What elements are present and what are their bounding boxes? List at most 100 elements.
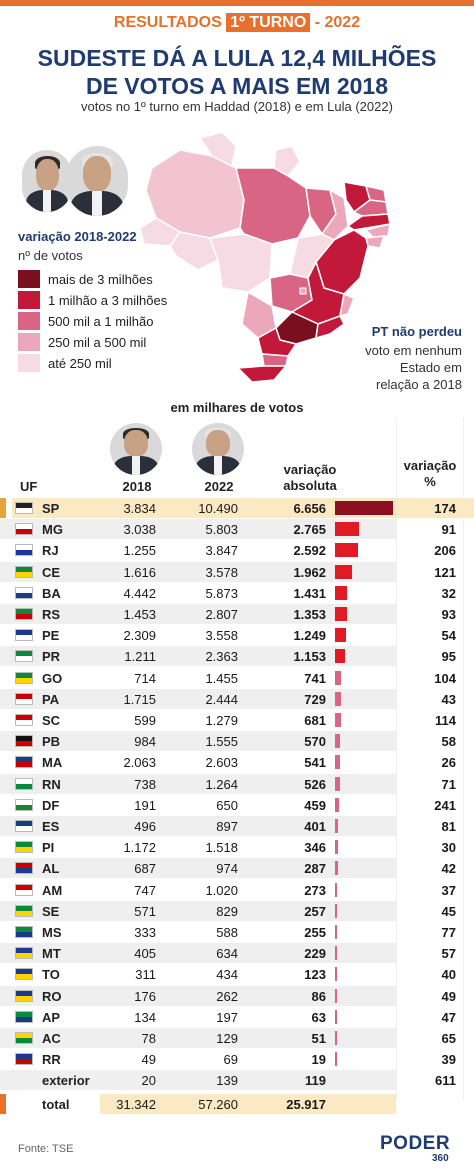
value-pct: 47 xyxy=(441,1010,456,1025)
am-flag xyxy=(15,884,33,896)
value-pct: 95 xyxy=(441,649,456,664)
uf-label: PE xyxy=(42,628,60,643)
table-row: PI 1.172 1.518 346 30 xyxy=(12,837,474,857)
ac-flag xyxy=(15,1032,33,1044)
value-pct: 26 xyxy=(441,755,456,770)
haddad-photo xyxy=(22,150,72,212)
ce-flag xyxy=(15,566,33,578)
value-abs: 257 xyxy=(304,904,326,919)
haddad-photo-small xyxy=(110,423,162,475)
uf-label: ES xyxy=(42,819,60,834)
col-head-uf: UF xyxy=(20,479,38,494)
abs-bar xyxy=(335,819,338,833)
value-2018: 747 xyxy=(134,883,156,898)
value-abs: 459 xyxy=(304,798,326,813)
legend-label: 1 milhão a 3 milhões xyxy=(48,293,168,308)
value-abs: 19 xyxy=(311,1052,326,1067)
mg-flag xyxy=(15,523,33,535)
value-2022: 2.603 xyxy=(205,755,238,770)
value-abs: 526 xyxy=(304,777,326,792)
value-pct: 206 xyxy=(434,543,456,558)
value-2022: 5.803 xyxy=(205,522,238,537)
value-2022: 2.807 xyxy=(205,607,238,622)
value-2018: 134 xyxy=(134,1010,156,1025)
value-pct: 121 xyxy=(434,565,456,580)
uf-label: SE xyxy=(42,904,60,919)
note-line: relação a 2018 xyxy=(375,377,462,392)
abs-bar xyxy=(335,671,341,685)
uf-label: PA xyxy=(42,692,60,707)
abs-bar xyxy=(335,1052,337,1066)
value-pct: 91 xyxy=(441,522,456,537)
rr-flag xyxy=(15,1053,33,1065)
legend-swatch xyxy=(18,291,40,309)
table-row: ES 496 897 401 81 xyxy=(12,816,474,836)
uf-label: RN xyxy=(42,777,61,792)
value-pct: 30 xyxy=(441,840,456,855)
abs-bar xyxy=(335,501,393,515)
value-2022: 3.578 xyxy=(205,565,238,580)
value-abs: 1.353 xyxy=(293,607,326,622)
value-2022: 69 xyxy=(223,1052,238,1067)
value-abs: 6.656 xyxy=(293,501,326,516)
top-accent-bar xyxy=(0,0,474,6)
table-row: SC 599 1.279 681 114 xyxy=(12,710,474,730)
value-2018: 1.453 xyxy=(123,607,156,622)
col-head-2022: 2022 xyxy=(204,479,234,494)
value-2018: 687 xyxy=(134,861,156,876)
row-stripe xyxy=(0,519,396,539)
ba-flag xyxy=(15,587,33,599)
map-state-pa xyxy=(235,167,311,245)
value-abs: 681 xyxy=(304,713,326,728)
pi-flag xyxy=(15,841,33,853)
value-2018: 1.715 xyxy=(123,692,156,707)
table-row: PR 1.211 2.363 1.153 95 xyxy=(12,646,474,666)
value-abs: 541 xyxy=(304,755,326,770)
abs-bar xyxy=(335,883,337,897)
value-2022: 634 xyxy=(216,946,238,961)
value-abs: 1.249 xyxy=(293,628,326,643)
value-pct: 114 xyxy=(435,713,456,728)
legend-title: variação 2018-2022 xyxy=(18,229,137,244)
total-row-background xyxy=(100,1094,396,1114)
value-pct: 81 xyxy=(441,819,456,834)
value-pct: 45 xyxy=(441,904,456,919)
map-state-sc xyxy=(261,353,289,367)
abs-bar xyxy=(335,1010,337,1024)
rj-flag xyxy=(15,544,33,556)
abs-bar xyxy=(335,628,346,642)
page-subtitle: votos no 1º turno em Haddad (2018) e em … xyxy=(81,99,393,114)
map-state-ap xyxy=(273,145,301,177)
abs-bar xyxy=(335,840,338,854)
abs-bar xyxy=(335,755,340,769)
uf-label: MT xyxy=(42,946,61,961)
table-row: SP 3.834 10.490 6.656 174 xyxy=(12,498,474,518)
value-abs: 1.153 xyxy=(293,649,326,664)
pa-flag xyxy=(15,693,33,705)
value-2022: 1.264 xyxy=(205,777,238,792)
value-2018: 311 xyxy=(135,967,156,982)
table-row: PB 984 1.555 570 58 xyxy=(12,731,474,751)
uf-label: PR xyxy=(42,649,61,664)
uf-label: RR xyxy=(42,1052,61,1067)
total-2022: 57.260 xyxy=(198,1097,238,1112)
ma-flag xyxy=(15,756,33,768)
banner-left: RESULTADOS xyxy=(113,14,227,31)
table-row: BA 4.442 5.873 1.431 32 xyxy=(12,583,474,603)
ro-flag xyxy=(15,990,33,1002)
row-stripe xyxy=(0,1070,396,1090)
value-2022: 2.363 xyxy=(205,649,238,664)
value-pct: 32 xyxy=(441,586,456,601)
value-abs: 729 xyxy=(304,692,326,707)
col-head-pct: variação % xyxy=(396,458,464,490)
table-row: AM 747 1.020 273 37 xyxy=(12,880,474,900)
logo-number: 360 xyxy=(432,1153,449,1164)
abs-bar xyxy=(335,543,358,557)
value-2018: 333 xyxy=(134,925,156,940)
lula-photo xyxy=(66,146,128,216)
value-2022: 129 xyxy=(216,1031,238,1046)
table-row: RN 738 1.264 526 71 xyxy=(12,774,474,794)
value-pct: 241 xyxy=(434,798,456,813)
value-pct: 65 xyxy=(441,1031,456,1046)
value-2022: 3.558 xyxy=(205,628,238,643)
